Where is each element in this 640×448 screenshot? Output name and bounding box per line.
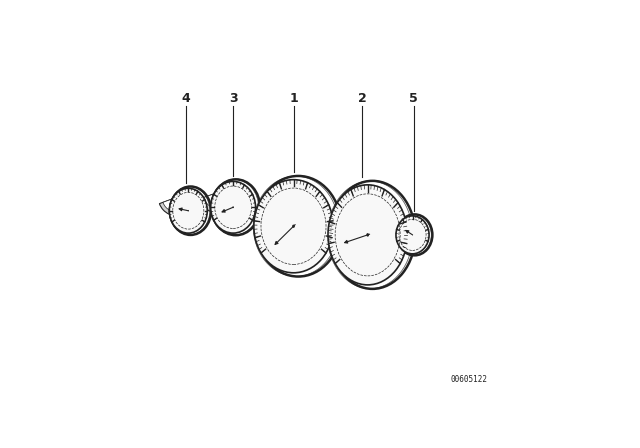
- Ellipse shape: [292, 224, 295, 228]
- Ellipse shape: [396, 216, 429, 254]
- Text: 2: 2: [358, 92, 367, 105]
- Text: 4: 4: [182, 92, 190, 105]
- Ellipse shape: [188, 210, 189, 211]
- Text: 1: 1: [289, 92, 298, 105]
- Wedge shape: [390, 219, 415, 236]
- Wedge shape: [163, 192, 192, 212]
- Wedge shape: [388, 218, 419, 240]
- Wedge shape: [199, 184, 241, 214]
- Text: 3: 3: [229, 92, 237, 105]
- Ellipse shape: [328, 185, 407, 285]
- Wedge shape: [204, 186, 237, 209]
- Ellipse shape: [412, 234, 413, 236]
- Text: 00605122: 00605122: [451, 375, 488, 384]
- Ellipse shape: [170, 188, 207, 233]
- Text: 5: 5: [409, 92, 418, 105]
- Ellipse shape: [366, 233, 369, 237]
- Ellipse shape: [254, 180, 333, 273]
- Wedge shape: [159, 191, 196, 216]
- Ellipse shape: [232, 207, 234, 208]
- Ellipse shape: [211, 181, 255, 233]
